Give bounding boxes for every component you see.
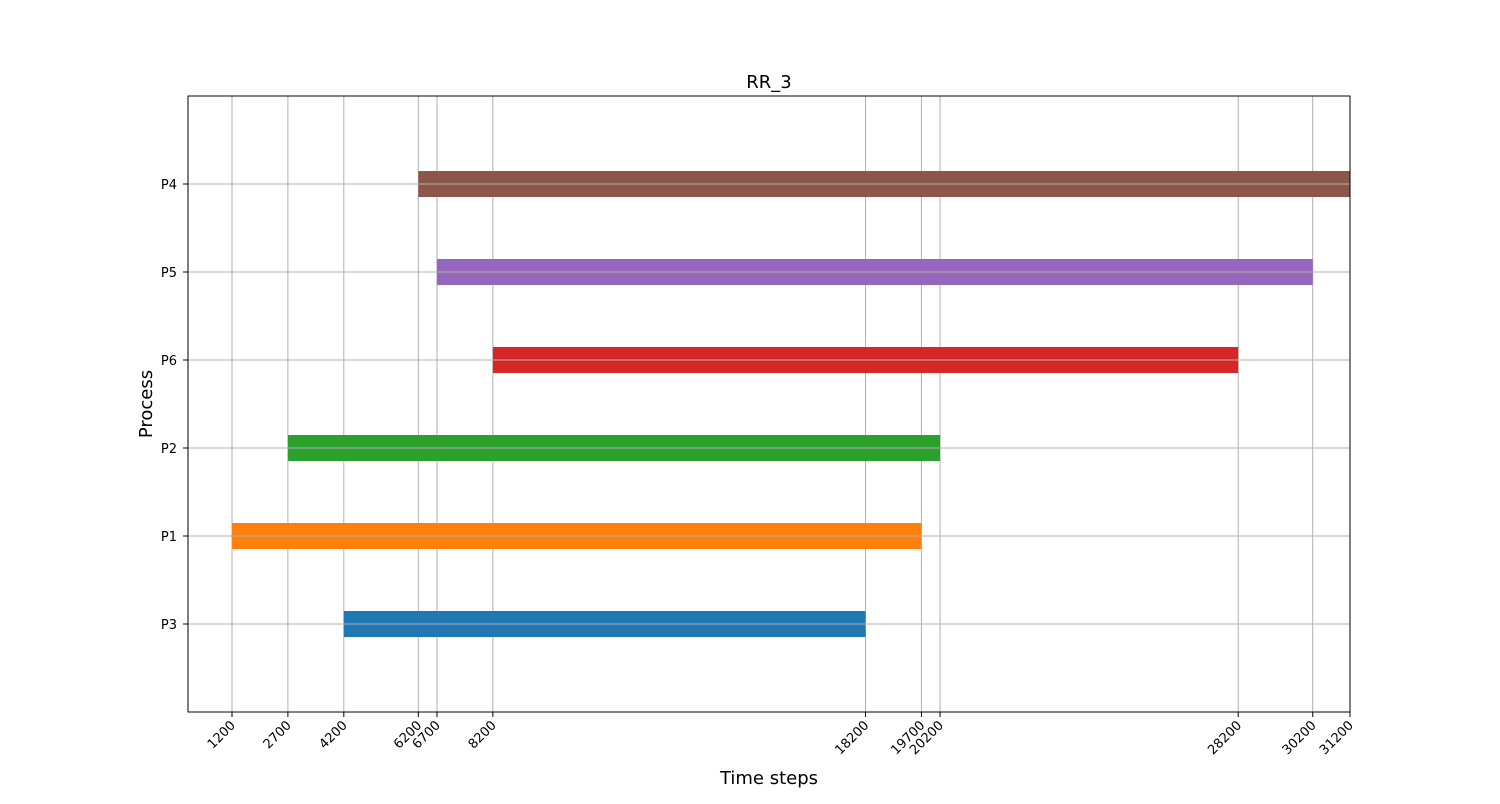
x-tick-label: 31200	[1317, 718, 1357, 758]
chart-title: RR_3	[746, 72, 791, 93]
y-tick-label: P1	[161, 530, 177, 545]
y-axis-ticks: P3 P1 P2 P6 P5 P4	[161, 178, 188, 633]
y-tick-label: P6	[161, 354, 177, 369]
x-tick-label: 18200	[833, 718, 873, 758]
y-tick-label: P2	[161, 442, 177, 457]
x-tick-label: 28200	[1205, 718, 1245, 758]
y-tick-label: P5	[161, 266, 177, 281]
x-tick-label: 30200	[1280, 718, 1320, 758]
y-tick-label: P4	[161, 178, 177, 193]
plot-frame	[187, 95, 1351, 713]
bars-layer	[232, 171, 1350, 637]
x-tick-label: 1200	[205, 718, 239, 752]
x-axis-label: Time steps	[719, 768, 818, 789]
x-tick-label: 8200	[466, 718, 500, 752]
y-axis-label: Process	[136, 370, 157, 438]
hgrid-layer	[188, 183, 1350, 625]
x-tick-label: 4200	[317, 718, 351, 752]
y-tick-label: P3	[161, 618, 177, 633]
x-tick-label: 2700	[261, 718, 295, 752]
